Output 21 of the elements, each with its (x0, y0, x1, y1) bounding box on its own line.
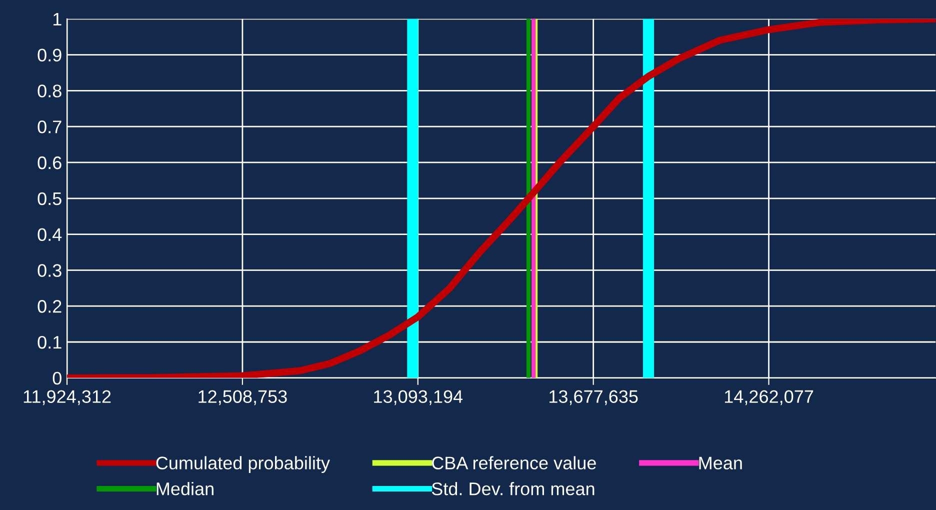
x-tick-label: 13,677,635 (550, 390, 638, 406)
legend-label: Mean (699, 456, 742, 470)
x-tick-label: 12,508,753 (198, 390, 287, 406)
x-tick-label: 11,924,312 (24, 390, 111, 406)
x-tick-label: 13,093,194 (374, 390, 463, 406)
legend-label: CBA reference value (432, 456, 596, 470)
legend-label: Std. Dev. from mean (432, 482, 594, 496)
y-tick-label: 0.3 (38, 264, 62, 277)
y-tick-label: 0.4 (38, 228, 62, 242)
legend-label: Cumulated probability (156, 456, 330, 473)
y-tick-label: 0.7 (38, 120, 62, 134)
y-tick-label: 1 (53, 12, 62, 26)
x-tick-label: 14,262,077 (724, 390, 814, 406)
legend-label: Median (156, 482, 214, 496)
y-tick-label: 0 (52, 372, 62, 385)
y-tick-label: 0.6 (38, 156, 62, 170)
y-tick-label: 0.5 (38, 192, 62, 206)
y-tick-label: 0.1 (38, 336, 62, 349)
y-tick-label: 0.8 (38, 84, 62, 98)
y-tick-label: 0.2 (38, 300, 62, 313)
y-tick-label: 0.9 (38, 48, 62, 62)
